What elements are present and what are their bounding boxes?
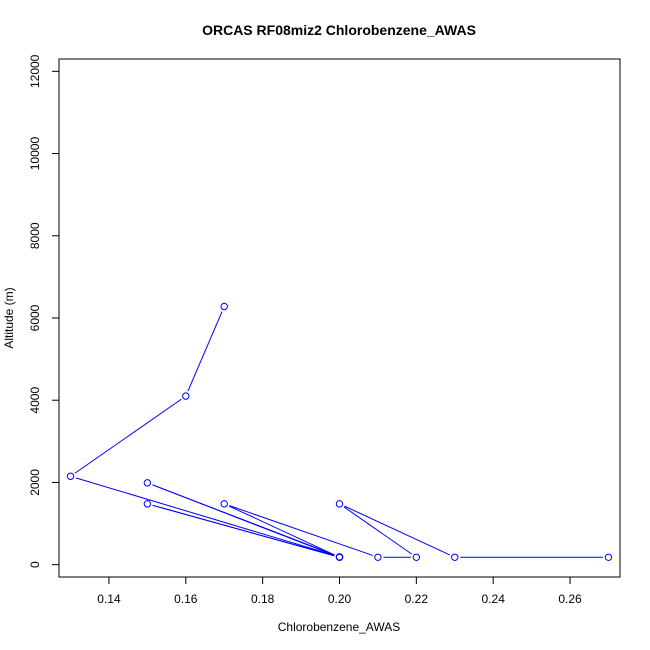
data-point	[335, 500, 344, 508]
x-tick-label: 0.24	[482, 592, 506, 606]
series-segment	[75, 477, 335, 556]
data-point	[66, 472, 75, 480]
data-point	[374, 553, 382, 561]
series-segment	[229, 505, 335, 556]
x-tick-label: 0.18	[251, 592, 275, 606]
series-layer	[66, 302, 613, 561]
x-tick-label: 0.16	[174, 592, 198, 606]
y-tick-label: 6000	[28, 304, 42, 331]
x-tick-label: 0.22	[405, 592, 429, 606]
series-segment	[344, 505, 450, 556]
x-tick-label: 0.20	[328, 592, 352, 606]
data-point	[143, 500, 152, 508]
plot-frame	[58, 58, 621, 578]
data-point	[604, 553, 613, 561]
x-axis-label: Chlorobenzene_AWAS	[278, 620, 401, 634]
x-axis: 0.14 0.16 0.18 0.20 0.22 0.24 0.26	[97, 576, 582, 606]
data-point	[182, 392, 190, 400]
y-tick-label: 4000	[28, 387, 42, 414]
y-axis: 0 2000 4000 6000 8000 10000 12000	[28, 54, 60, 568]
data-point	[220, 302, 228, 311]
series-segment	[229, 505, 373, 556]
data-point	[220, 500, 228, 508]
data-point	[451, 553, 459, 561]
data-point	[335, 553, 344, 561]
series-segment	[343, 506, 413, 555]
chart-title: ORCAS RF08miz2 Chlorobenzene_AWAS	[202, 22, 476, 38]
y-tick-label: 2000	[28, 469, 42, 496]
data-point	[143, 479, 152, 487]
series-segment	[74, 398, 182, 474]
series-segment	[152, 484, 335, 556]
y-axis-label: Altitude (m)	[2, 287, 16, 348]
series-segment	[187, 311, 223, 392]
y-tick-label: 8000	[28, 222, 42, 249]
data-point	[412, 553, 421, 561]
y-tick-label: 12000	[28, 54, 42, 88]
series-segment	[152, 504, 335, 557]
x-tick-label: 0.26	[558, 592, 582, 606]
y-tick-label: 10000	[28, 137, 42, 171]
y-tick-label: 0	[28, 561, 42, 568]
x-tick-label: 0.14	[97, 592, 121, 606]
